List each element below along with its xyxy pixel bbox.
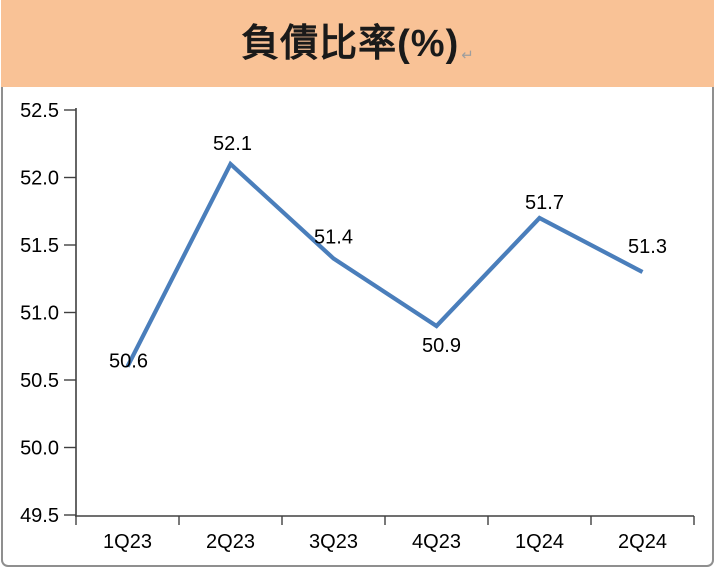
y-tick-label: 49.5 — [20, 505, 59, 527]
y-tick-label: 50.0 — [20, 438, 59, 460]
data-point-label: 52.1 — [213, 133, 252, 155]
x-tick-label: 2Q23 — [206, 531, 255, 553]
y-tick-label: 52.0 — [20, 168, 59, 190]
data-point-label: 51.3 — [628, 236, 667, 258]
x-tick-label: 4Q23 — [412, 531, 461, 553]
data-point-label: 51.7 — [525, 192, 564, 214]
paragraph-return-icon: ↵ — [461, 47, 474, 64]
y-tick-label: 50.5 — [20, 370, 59, 392]
y-tick-label: 52.5 — [20, 100, 59, 122]
chart-title-banner: 負債比率(%) ↵ — [1, 0, 714, 87]
chart-frame — [1, 0, 714, 567]
data-point-label: 51.4 — [314, 227, 353, 249]
x-tick-label: 3Q23 — [309, 531, 358, 553]
data-point-label: 50.9 — [422, 335, 461, 357]
y-tick-label: 51.0 — [20, 303, 59, 325]
data-point-label: 50.6 — [109, 351, 148, 373]
y-tick-label: 51.5 — [20, 235, 59, 257]
x-tick-label: 2Q24 — [618, 531, 667, 553]
x-tick-label: 1Q23 — [103, 531, 152, 553]
debt-ratio-series-line — [125, 160, 644, 368]
x-tick-label: 1Q24 — [515, 531, 564, 553]
chart-title: 負債比率(%) — [241, 22, 460, 65]
